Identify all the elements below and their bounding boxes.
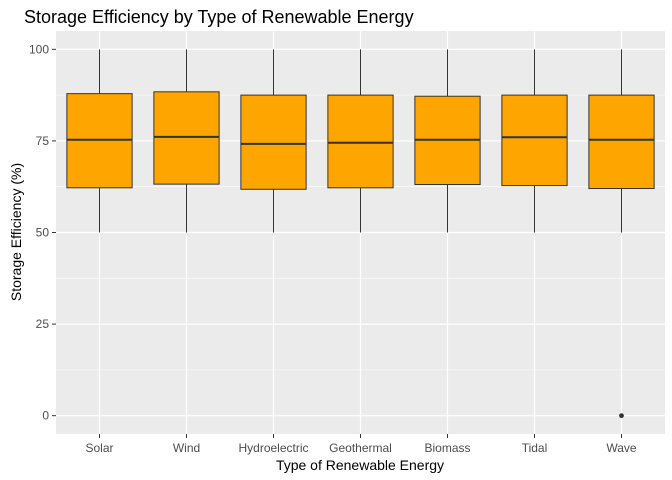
box-iqr [153, 91, 220, 185]
box-tidal [501, 49, 568, 233]
box-iqr [501, 94, 568, 187]
chart-title: Storage Efficiency by Type of Renewable … [24, 7, 414, 27]
y-axis: 0 25 50 75 100 [29, 42, 56, 423]
x-tick-label: Hydroelectric [238, 441, 308, 455]
x-tick-label: Biomass [424, 441, 470, 455]
y-tick-label: 0 [42, 409, 49, 423]
x-axis-title: Type of Renewable Energy [276, 457, 444, 473]
box-iqr [240, 94, 307, 190]
y-tick-label: 50 [36, 226, 50, 240]
boxes [66, 49, 655, 419]
box-geothermal [327, 49, 394, 233]
outlier-point [619, 413, 624, 419]
y-tick-label: 75 [36, 134, 50, 148]
x-tick-label: Wave [606, 441, 637, 455]
box-iqr [588, 94, 655, 190]
y-tick-label: 25 [36, 317, 50, 331]
y-axis-title: Storage Efficiency (%) [8, 163, 24, 301]
box-solar [66, 49, 133, 233]
x-tick-label: Tidal [522, 441, 548, 455]
box-biomass [414, 49, 481, 233]
x-tick-label: Geothermal [329, 441, 392, 455]
box-wind [153, 49, 220, 233]
x-axis: Solar Wind Hydroelectric Geothermal Biomass T… [85, 434, 637, 455]
x-tick-label: Wind [173, 441, 200, 455]
box-wave [588, 49, 655, 419]
box-hydroelectric [240, 49, 307, 233]
x-tick-label: Solar [85, 441, 113, 455]
y-tick-label: 100 [29, 42, 49, 56]
box-iqr [327, 94, 394, 189]
